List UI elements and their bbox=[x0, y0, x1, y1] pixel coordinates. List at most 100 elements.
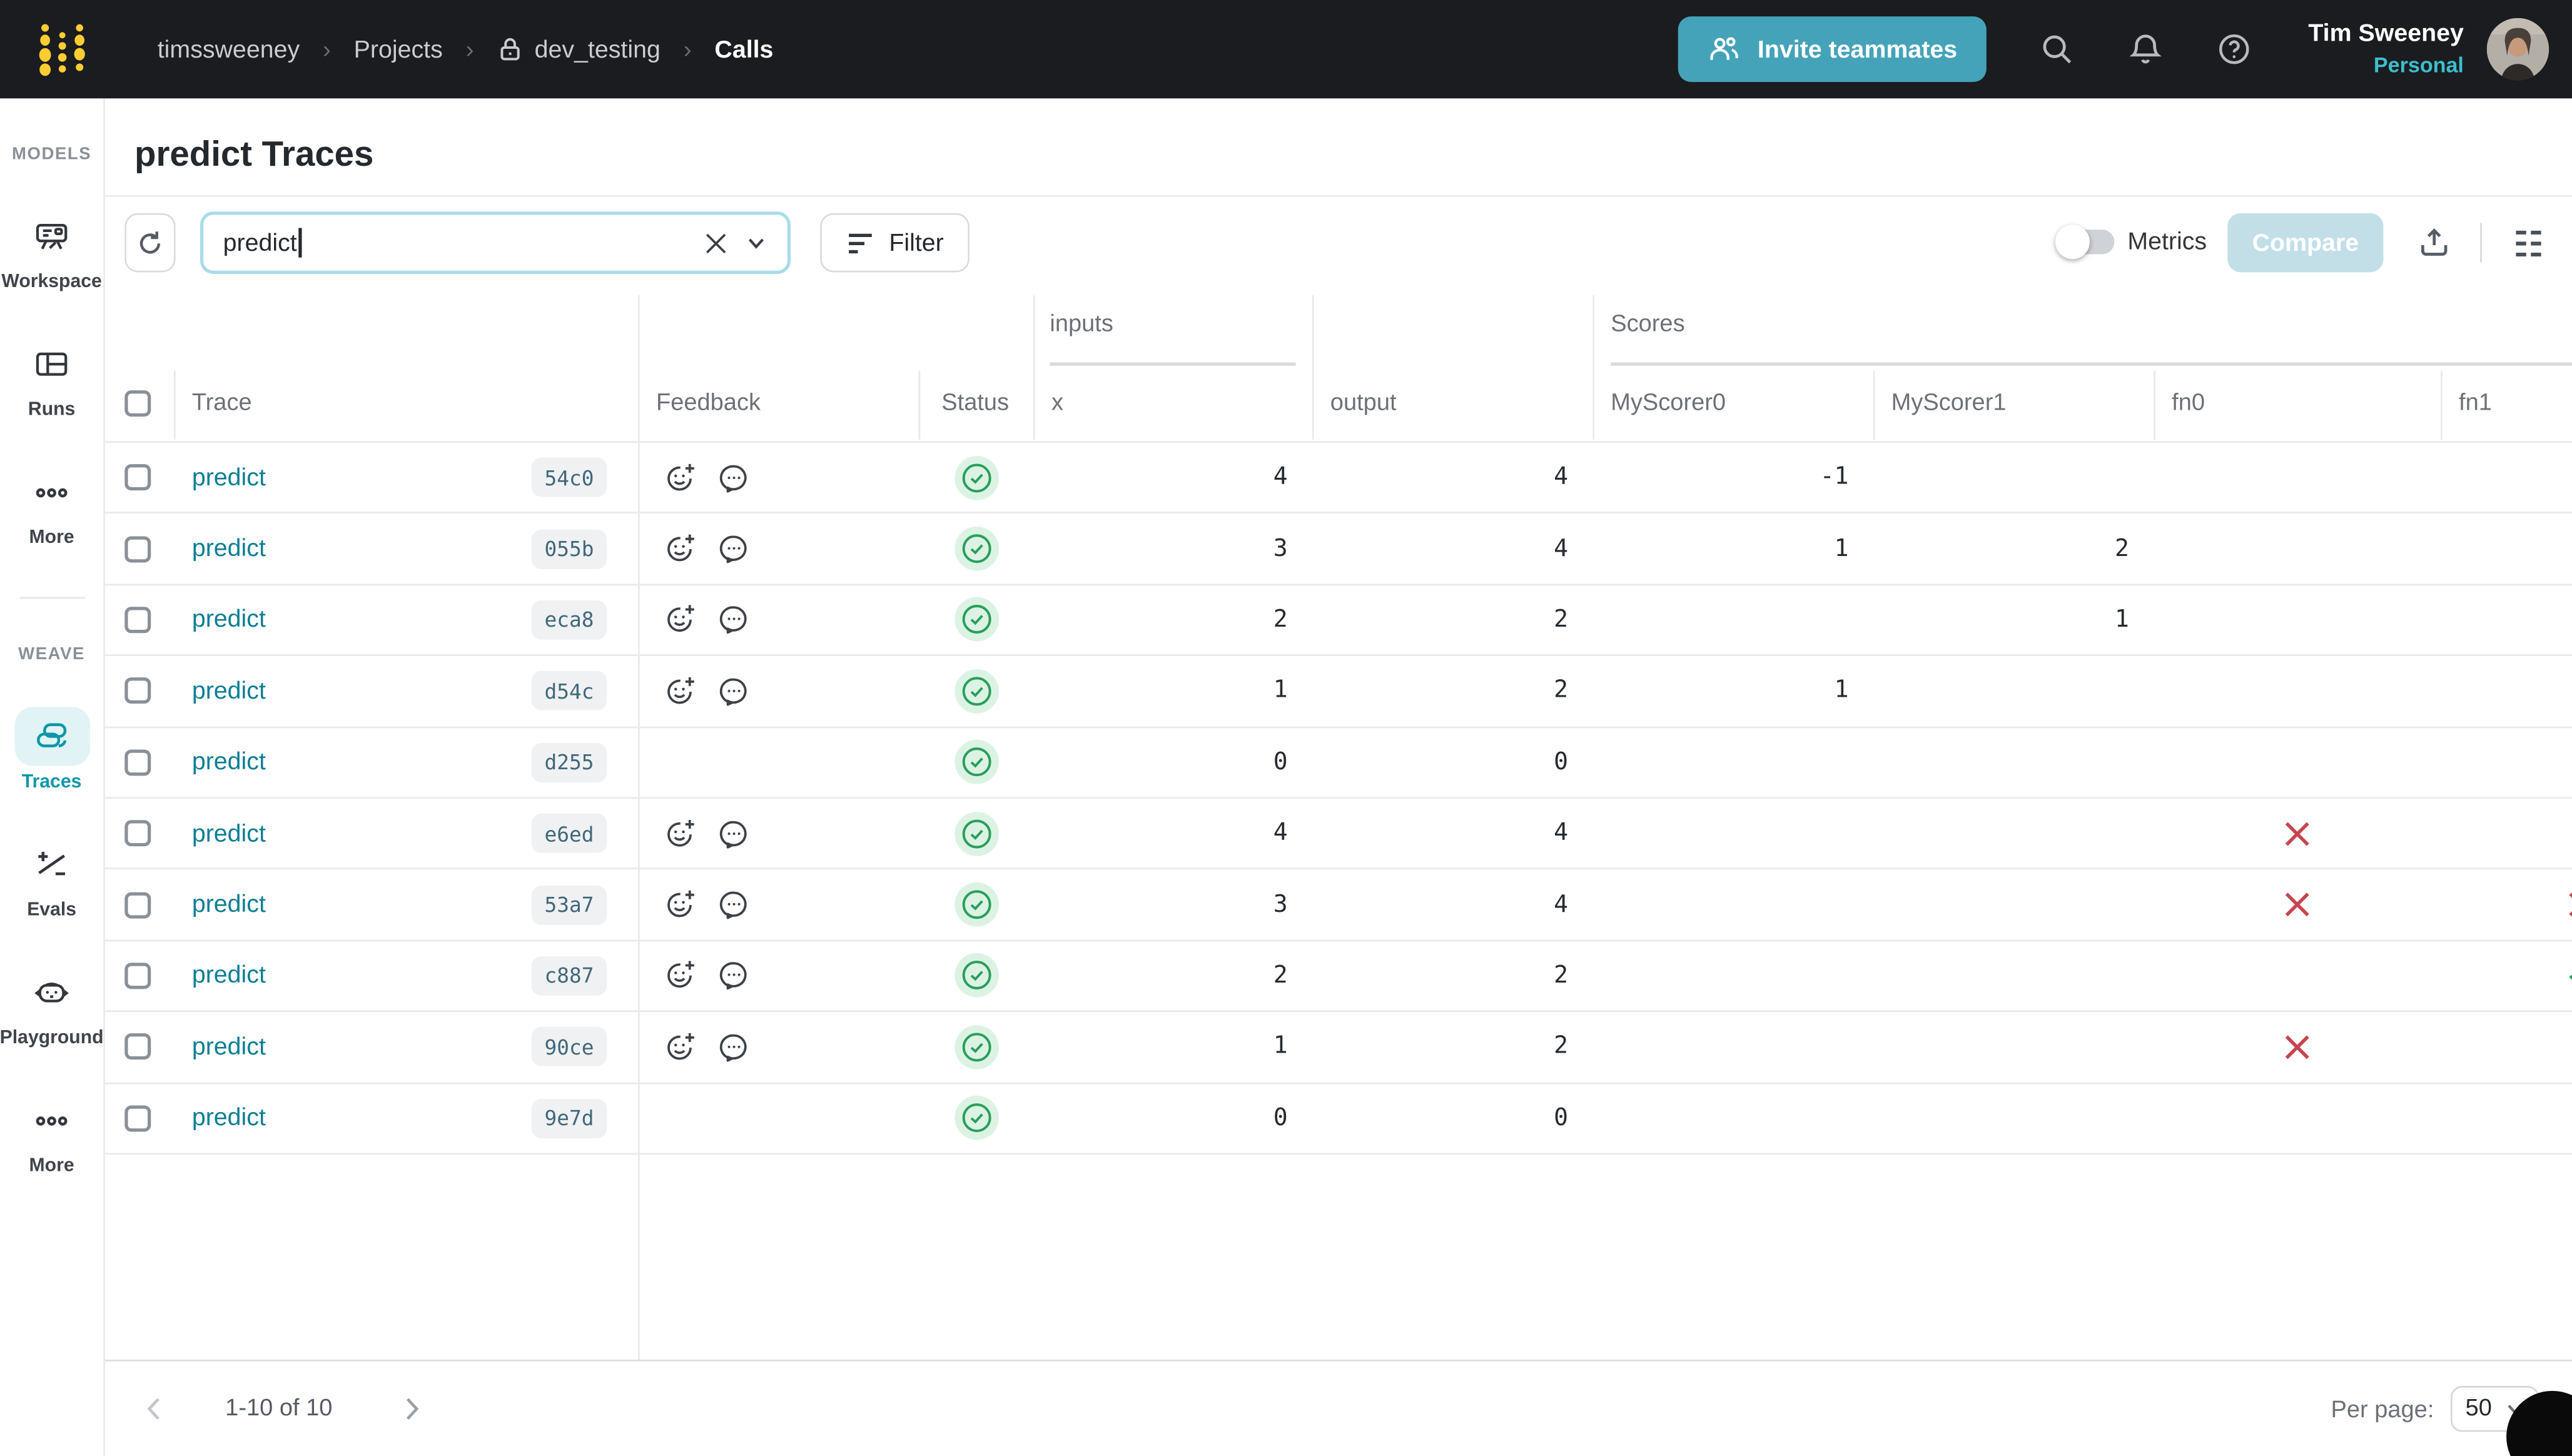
invite-teammates-button[interactable]: Invite teammates bbox=[1679, 16, 1987, 83]
comment-icon[interactable] bbox=[717, 816, 751, 851]
refresh-button[interactable] bbox=[124, 213, 176, 273]
add-reaction-icon[interactable] bbox=[662, 603, 697, 637]
trace-op-link[interactable]: predict bbox=[191, 535, 266, 563]
status-success-badge bbox=[953, 740, 998, 785]
wandb-logo-icon[interactable] bbox=[29, 16, 95, 82]
trace-op-link[interactable]: predict bbox=[191, 1033, 266, 1061]
sidebar-item-workspace[interactable]: Workspace bbox=[1, 206, 102, 292]
column-header-output[interactable]: output bbox=[1330, 390, 1397, 417]
previous-page-icon[interactable] bbox=[138, 1392, 170, 1425]
column-header-myscorer0[interactable]: MyScorer0 bbox=[1611, 390, 1726, 417]
breadcrumb-calls[interactable]: Calls bbox=[714, 35, 774, 63]
sidebar-item-evals[interactable]: Evals bbox=[14, 835, 89, 920]
status-success-badge bbox=[953, 1096, 998, 1141]
compare-button[interactable]: Compare bbox=[2227, 213, 2384, 273]
cell-myscorer0: 1 bbox=[1834, 535, 1849, 562]
help-icon[interactable] bbox=[2217, 31, 2253, 68]
trace-op-link[interactable]: predict bbox=[191, 748, 266, 777]
column-header-status[interactable]: Status bbox=[941, 390, 1010, 417]
sidebar-weave-label: WEAVE bbox=[18, 644, 85, 665]
trace-op-link[interactable]: predict bbox=[191, 605, 266, 634]
trace-op-link[interactable]: predict bbox=[191, 819, 266, 847]
column-header-myscorer1[interactable]: MyScorer1 bbox=[1891, 390, 2007, 417]
sidebar-item-traces[interactable]: Traces bbox=[14, 707, 89, 792]
add-reaction-icon[interactable] bbox=[662, 1029, 697, 1064]
trace-op-link[interactable]: predict bbox=[191, 677, 266, 705]
table-row[interactable]: predict 90ce bbox=[104, 1012, 2572, 1084]
row-checkbox[interactable] bbox=[124, 464, 151, 491]
comment-icon[interactable] bbox=[717, 959, 751, 993]
table-row[interactable]: predict 54c0 bbox=[104, 443, 2572, 514]
sidebar-item-weave-more[interactable]: More bbox=[14, 1091, 89, 1176]
clear-search-icon[interactable] bbox=[704, 230, 728, 255]
table-row[interactable]: predict c887 bbox=[104, 941, 2572, 1013]
cell-x: 4 bbox=[1273, 464, 1288, 491]
row-checkbox[interactable] bbox=[124, 891, 151, 918]
cell-x: 3 bbox=[1273, 535, 1288, 562]
breadcrumb-user[interactable]: timssweeney bbox=[157, 35, 300, 63]
sidebar-item-playground[interactable]: Playground bbox=[0, 963, 104, 1048]
next-page-icon[interactable] bbox=[395, 1392, 428, 1425]
row-checkbox[interactable] bbox=[124, 678, 151, 704]
toggle-knob bbox=[2055, 225, 2090, 260]
add-reaction-icon[interactable] bbox=[662, 887, 697, 922]
row-checkbox[interactable] bbox=[124, 607, 151, 634]
search-input[interactable]: predict bbox=[200, 211, 791, 274]
row-checkbox[interactable] bbox=[124, 749, 151, 776]
table-row[interactable]: predict 53a7 bbox=[104, 870, 2572, 941]
row-checkbox[interactable] bbox=[124, 820, 151, 847]
add-reaction-icon[interactable] bbox=[662, 532, 697, 566]
row-checkbox[interactable] bbox=[124, 1033, 151, 1060]
row-checkbox[interactable] bbox=[124, 1105, 151, 1131]
table-row[interactable]: predict 055b bbox=[104, 514, 2572, 585]
sidebar-item-models-more[interactable]: More bbox=[14, 463, 89, 548]
column-header-x[interactable]: x bbox=[1051, 390, 1064, 417]
trace-op-link[interactable]: predict bbox=[191, 1104, 266, 1133]
table-row[interactable]: predict d54c bbox=[104, 656, 2572, 728]
trace-op-link[interactable]: predict bbox=[191, 463, 266, 492]
add-reaction-icon[interactable] bbox=[662, 816, 697, 851]
trace-op-link[interactable]: predict bbox=[191, 891, 266, 919]
select-all-checkbox[interactable] bbox=[124, 390, 151, 417]
bell-icon[interactable] bbox=[2128, 31, 2164, 68]
comment-icon[interactable] bbox=[717, 674, 751, 708]
breadcrumb-projects[interactable]: Projects bbox=[353, 35, 443, 63]
add-reaction-icon[interactable] bbox=[662, 674, 697, 708]
column-header-trace[interactable]: Trace bbox=[191, 390, 252, 417]
table-row[interactable]: predict eca8 bbox=[104, 585, 2572, 657]
status-success-badge bbox=[953, 527, 998, 571]
comment-icon[interactable] bbox=[717, 603, 751, 637]
row-checkbox[interactable] bbox=[124, 535, 151, 562]
column-header-fn1[interactable]: fn1 bbox=[2459, 390, 2492, 417]
column-header-fn0[interactable]: fn0 bbox=[2172, 390, 2205, 417]
comment-icon[interactable] bbox=[717, 887, 751, 922]
column-header-feedback[interactable]: Feedback bbox=[656, 390, 761, 417]
filter-button[interactable]: Filter bbox=[820, 213, 970, 273]
row-checkbox[interactable] bbox=[124, 963, 151, 989]
trace-id-badge: 9e7d bbox=[531, 1098, 607, 1138]
comment-icon[interactable] bbox=[717, 532, 751, 566]
chevron-down-icon[interactable] bbox=[745, 231, 768, 255]
search-icon[interactable] bbox=[2039, 31, 2075, 68]
add-reaction-icon[interactable] bbox=[662, 460, 697, 495]
sidebar-item-runs[interactable]: Runs bbox=[14, 335, 89, 420]
cell-output: 2 bbox=[1554, 607, 1569, 634]
add-reaction-icon[interactable] bbox=[662, 959, 697, 993]
feedback-icons bbox=[638, 674, 918, 708]
metrics-toggle[interactable] bbox=[2055, 225, 2115, 260]
user-block[interactable]: Tim Sweeney Personal bbox=[2308, 18, 2464, 80]
table-row[interactable]: predict d255 bbox=[104, 727, 2572, 799]
sidebar-divider bbox=[19, 597, 85, 599]
sidebar-item-label: Traces bbox=[21, 772, 82, 792]
comment-icon[interactable] bbox=[717, 1029, 751, 1064]
comment-icon[interactable] bbox=[717, 460, 751, 495]
table-row[interactable]: predict e6ed bbox=[104, 799, 2572, 870]
avatar[interactable] bbox=[2486, 18, 2549, 81]
table-row[interactable]: predict 9e7d bbox=[104, 1083, 2572, 1155]
breadcrumb-project[interactable]: dev_testing bbox=[497, 35, 661, 63]
column-settings-icon[interactable] bbox=[2509, 225, 2547, 262]
export-icon[interactable] bbox=[2414, 223, 2454, 263]
column-divider bbox=[638, 295, 640, 1360]
metrics-label: Metrics bbox=[2127, 228, 2207, 256]
trace-op-link[interactable]: predict bbox=[191, 961, 266, 990]
